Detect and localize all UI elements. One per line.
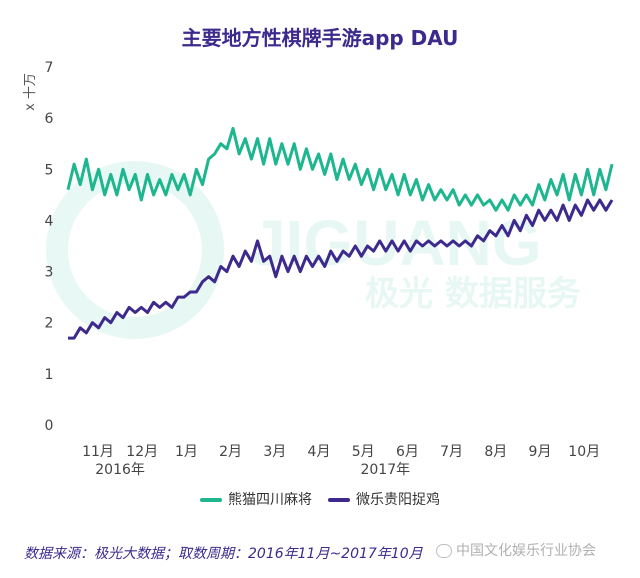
legend-label-1: 微乐贵阳捉鸡: [356, 492, 440, 508]
year-labels: 2016年 2017年: [95, 462, 410, 478]
year-label: 2016年: [95, 462, 145, 478]
year-label: 2017年: [360, 462, 410, 478]
y-tick-label: 4: [45, 213, 54, 229]
x-tick-label: 11月: [82, 444, 114, 460]
footer-logo-text: 中国文化娱乐行业协会: [456, 543, 596, 559]
y-axis-label: x 十万: [23, 73, 38, 111]
x-tick-label: 5月: [352, 444, 375, 460]
watermark: JIGUANG 极光 数据服务: [46, 161, 581, 339]
x-tick-label: 9月: [529, 444, 552, 460]
legend-item-1: 微乐贵阳捉鸡: [328, 489, 440, 509]
watermark-logo-icon: [46, 161, 224, 339]
x-tick-label: 6月: [396, 444, 419, 460]
series-line-1: [68, 198, 614, 340]
y-ticks: 0 1 2 3 4 5 6 7: [45, 60, 54, 434]
y-tick-label: 1: [45, 367, 54, 383]
footer-logo: 中国文化娱乐行业协会: [436, 540, 596, 560]
x-tick-label: 8月: [484, 444, 507, 460]
x-tick-label: 3月: [263, 444, 286, 460]
series-line-0: [66, 126, 614, 212]
x-tick-label: 10月: [568, 444, 600, 460]
legend-label-0: 熊猫四川麻将: [228, 492, 312, 508]
wechat-icon: [436, 544, 452, 558]
x-tick-label: 12月: [126, 444, 158, 460]
y-tick-label: 3: [45, 265, 54, 281]
x-ticks: 11月 12月 1月 2月 3月 4月 5月 6月 7月 8月 9月 10月: [82, 444, 600, 460]
data-source-note: 数据来源：极光大数据；取数周期：2016年11月~2017年10月: [24, 546, 423, 562]
legend-swatch-0: [200, 498, 222, 502]
watermark-brand: JIGUANG: [250, 207, 542, 279]
series-lines: [66, 126, 614, 340]
line-chart: JIGUANG 极光 数据服务 x 十万 0 1 2 3 4 5 6 7 11月 12月 1月 2月…: [23, 60, 614, 478]
y-tick-label: 7: [45, 60, 54, 76]
watermark-sub: 极光 数据服务: [365, 274, 581, 314]
y-tick-label: 6: [45, 111, 54, 127]
x-tick-label: 4月: [308, 444, 331, 460]
chart-title: 主要地方性棋牌手游app DAU: [181, 26, 459, 50]
y-tick-label: 2: [45, 316, 54, 332]
x-tick-label: 7月: [440, 444, 463, 460]
y-tick-label: 5: [45, 162, 54, 178]
x-tick-label: 2月: [219, 444, 242, 460]
legend-swatch-1: [328, 498, 350, 502]
x-tick-label: 1月: [175, 444, 198, 460]
y-tick-label: 0: [45, 418, 54, 434]
legend-item-0: 熊猫四川麻将: [200, 489, 312, 509]
